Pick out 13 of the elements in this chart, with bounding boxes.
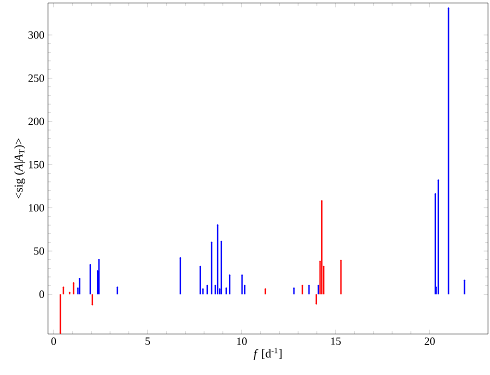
y-tick-label: 150: [28, 160, 44, 168]
y-tick-label: 50: [34, 247, 44, 255]
x-axis-title: f [d$^{-1}$]: [254, 348, 282, 360]
y-tick-label: 100: [28, 204, 44, 212]
y-tick-label: 200: [28, 118, 44, 126]
y-tick-label: 250: [28, 74, 44, 82]
x-tick-label: 0: [51, 338, 56, 345]
x-tick-label: 10: [237, 338, 247, 345]
y-tick-label: 300: [28, 31, 44, 39]
x-tick-label: 20: [424, 338, 435, 345]
y-tick-label: 0: [39, 290, 44, 298]
x-tick-label: 15: [331, 338, 341, 345]
x-tick-label: 5: [146, 338, 150, 345]
